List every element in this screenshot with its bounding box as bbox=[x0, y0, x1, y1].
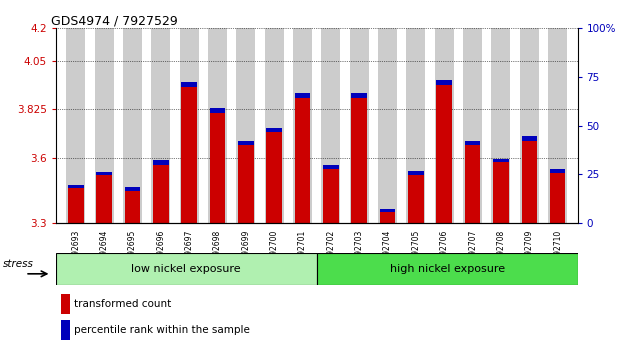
Bar bbox=[493, 162, 509, 223]
Bar bbox=[322, 28, 340, 223]
Text: high nickel exposure: high nickel exposure bbox=[389, 264, 505, 274]
Bar bbox=[266, 132, 282, 223]
Text: transformed count: transformed count bbox=[74, 299, 171, 309]
Bar bbox=[408, 176, 424, 223]
Bar bbox=[179, 28, 199, 223]
Bar bbox=[125, 190, 140, 223]
Bar bbox=[378, 28, 397, 223]
Bar bbox=[465, 141, 481, 145]
Bar bbox=[181, 87, 197, 223]
Text: stress: stress bbox=[3, 259, 34, 269]
Bar bbox=[238, 145, 253, 223]
Bar bbox=[96, 176, 112, 223]
Bar bbox=[208, 28, 227, 223]
Bar bbox=[350, 28, 369, 223]
Bar bbox=[520, 28, 539, 223]
Bar bbox=[153, 160, 168, 165]
Bar bbox=[153, 165, 168, 223]
Bar bbox=[266, 128, 282, 132]
Bar bbox=[96, 172, 112, 176]
Bar bbox=[210, 113, 225, 223]
Bar bbox=[351, 93, 367, 98]
Bar bbox=[351, 98, 367, 223]
Bar bbox=[61, 294, 71, 314]
Bar bbox=[238, 141, 253, 145]
Bar bbox=[56, 253, 317, 285]
Bar bbox=[522, 137, 537, 141]
Bar bbox=[94, 28, 114, 223]
Bar bbox=[125, 187, 140, 190]
Bar bbox=[66, 28, 85, 223]
Bar bbox=[437, 85, 452, 223]
Bar bbox=[181, 82, 197, 87]
Text: percentile rank within the sample: percentile rank within the sample bbox=[74, 325, 250, 336]
Bar bbox=[68, 188, 84, 223]
Bar bbox=[123, 28, 142, 223]
Bar bbox=[295, 93, 310, 98]
Bar bbox=[463, 28, 482, 223]
Bar bbox=[293, 28, 312, 223]
Bar bbox=[550, 173, 566, 223]
Bar bbox=[493, 159, 509, 162]
Bar bbox=[68, 184, 84, 188]
Bar bbox=[237, 28, 255, 223]
Bar bbox=[380, 212, 396, 223]
Bar bbox=[522, 141, 537, 223]
Bar bbox=[152, 28, 170, 223]
Bar bbox=[317, 253, 578, 285]
Bar bbox=[437, 80, 452, 85]
Bar bbox=[210, 108, 225, 113]
Text: low nickel exposure: low nickel exposure bbox=[132, 264, 241, 274]
Bar bbox=[406, 28, 425, 223]
Bar bbox=[380, 209, 396, 212]
Bar bbox=[295, 98, 310, 223]
Bar bbox=[465, 145, 481, 223]
Bar bbox=[265, 28, 284, 223]
Bar bbox=[323, 165, 338, 169]
Bar bbox=[323, 169, 338, 223]
Bar bbox=[491, 28, 510, 223]
Bar bbox=[408, 171, 424, 176]
Bar bbox=[435, 28, 454, 223]
Bar bbox=[548, 28, 567, 223]
Bar bbox=[61, 320, 71, 340]
Text: GDS4974 / 7927529: GDS4974 / 7927529 bbox=[51, 14, 178, 27]
Bar bbox=[550, 169, 566, 173]
